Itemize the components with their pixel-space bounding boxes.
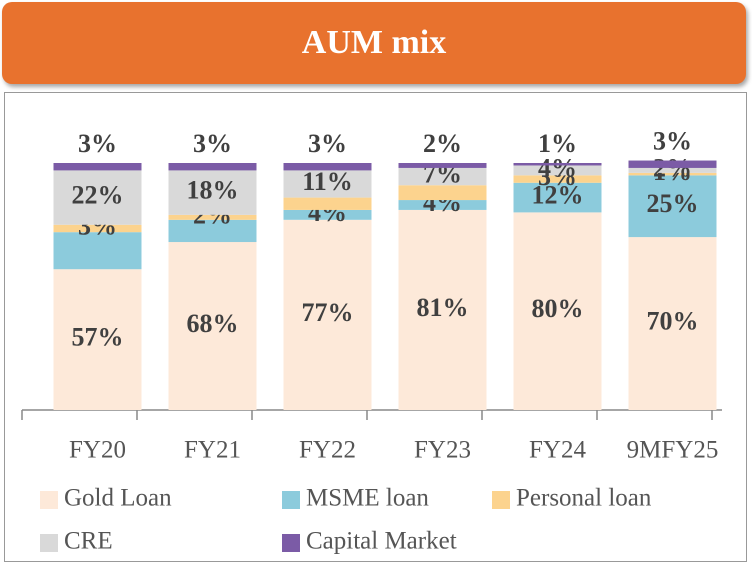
bar-segment bbox=[398, 163, 487, 168]
data-label: 4% bbox=[538, 153, 577, 182]
bar-segment bbox=[628, 167, 717, 173]
bar-segment bbox=[53, 170, 142, 225]
data-label: 3% bbox=[78, 129, 117, 158]
bar-segment bbox=[628, 175, 717, 238]
legend-swatch bbox=[40, 491, 58, 509]
data-label: 25% bbox=[647, 189, 699, 218]
bar-segment bbox=[53, 224, 142, 233]
x-tick-label: 9MFY25 bbox=[627, 437, 719, 464]
data-label: 3% bbox=[653, 126, 692, 155]
bar-segment bbox=[168, 214, 257, 220]
bar-segment bbox=[168, 219, 257, 243]
bar-segment bbox=[283, 163, 372, 171]
bar-segment bbox=[283, 219, 372, 410]
bar-segment bbox=[53, 232, 142, 270]
bar-segment bbox=[168, 163, 257, 171]
data-label: 57% bbox=[72, 323, 124, 352]
legend-label: Capital Market bbox=[306, 528, 457, 555]
bar-segment bbox=[398, 200, 487, 210]
data-label: 3% bbox=[193, 129, 232, 158]
data-label: 12% bbox=[532, 181, 584, 210]
bar-segment bbox=[398, 209, 487, 410]
bar-segment bbox=[628, 160, 717, 168]
x-tick-label: FY22 bbox=[299, 437, 356, 464]
chart-frame bbox=[4, 92, 747, 562]
bar-segment bbox=[513, 165, 602, 176]
bar-segment bbox=[53, 269, 142, 410]
chart-title: AUM mix bbox=[2, 2, 746, 84]
legend-swatch bbox=[282, 534, 300, 552]
data-label: 11% bbox=[302, 167, 353, 196]
legend-swatch bbox=[282, 491, 300, 509]
data-label: 2% bbox=[423, 129, 462, 158]
legend-swatch bbox=[40, 534, 58, 552]
legend-label: CRE bbox=[64, 528, 113, 555]
x-tick-label: FY24 bbox=[529, 437, 586, 464]
bar-segment bbox=[168, 242, 257, 410]
data-label: 1% bbox=[538, 129, 577, 158]
bar-segment bbox=[513, 163, 602, 166]
bar-segment bbox=[53, 163, 142, 171]
legend-label: Gold Loan bbox=[64, 485, 172, 512]
x-tick-label: FY21 bbox=[184, 437, 241, 464]
legend-swatch bbox=[492, 491, 510, 509]
data-label: 18% bbox=[187, 176, 239, 205]
bar-segment bbox=[513, 175, 602, 183]
bar-segment bbox=[283, 170, 372, 198]
data-label: 81% bbox=[417, 293, 469, 322]
data-label: 80% bbox=[532, 294, 584, 323]
bar-segment bbox=[398, 167, 487, 186]
data-label: 22% bbox=[72, 181, 124, 210]
bar-segment bbox=[283, 209, 372, 220]
data-label: 70% bbox=[647, 307, 699, 336]
x-tick-label: FY20 bbox=[69, 437, 126, 464]
bar-segment bbox=[168, 170, 257, 215]
bar-segment bbox=[628, 172, 717, 176]
bar-segment bbox=[283, 197, 372, 210]
x-tick-label: FY23 bbox=[414, 437, 471, 464]
bar-segment bbox=[628, 237, 717, 410]
bar-segment bbox=[513, 182, 602, 213]
bar-segment bbox=[398, 185, 487, 201]
bar-segment bbox=[513, 212, 602, 410]
legend-label: Personal loan bbox=[516, 485, 652, 512]
legend-label: MSME loan bbox=[306, 485, 429, 512]
data-label: 68% bbox=[187, 309, 239, 338]
data-label: 77% bbox=[302, 298, 354, 327]
data-label: 3% bbox=[308, 129, 347, 158]
